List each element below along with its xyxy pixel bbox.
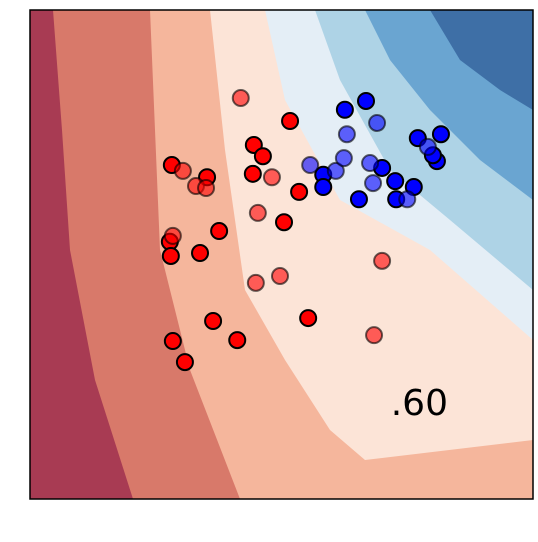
point xyxy=(364,174,383,193)
point xyxy=(357,91,376,110)
point xyxy=(281,112,300,131)
decision-surface xyxy=(30,10,533,499)
points xyxy=(160,89,450,372)
point xyxy=(253,147,272,166)
point xyxy=(191,244,210,263)
point xyxy=(231,89,250,108)
point xyxy=(301,156,320,175)
point xyxy=(334,149,353,168)
point xyxy=(175,353,194,372)
point xyxy=(337,125,356,144)
contour-band xyxy=(30,10,133,499)
point xyxy=(373,251,392,270)
point xyxy=(161,246,180,265)
point xyxy=(365,326,384,345)
point xyxy=(368,113,387,132)
point xyxy=(248,203,267,222)
plot-frame xyxy=(29,9,534,500)
point xyxy=(398,190,417,209)
point xyxy=(228,331,247,350)
point xyxy=(361,154,380,173)
point xyxy=(197,178,216,197)
point xyxy=(299,309,318,328)
point xyxy=(210,222,229,241)
point xyxy=(163,226,182,245)
point xyxy=(326,161,345,180)
point xyxy=(386,172,405,191)
point xyxy=(418,137,437,156)
point xyxy=(262,168,281,187)
point xyxy=(163,332,182,351)
point xyxy=(173,161,192,180)
point xyxy=(431,125,450,144)
point xyxy=(243,164,262,183)
point xyxy=(246,273,265,292)
point xyxy=(275,213,294,232)
point xyxy=(290,182,309,201)
score-annotation: .60 xyxy=(391,383,448,424)
point xyxy=(270,267,289,286)
point xyxy=(204,312,223,331)
point xyxy=(335,100,354,119)
point xyxy=(349,190,368,209)
point xyxy=(314,178,333,197)
